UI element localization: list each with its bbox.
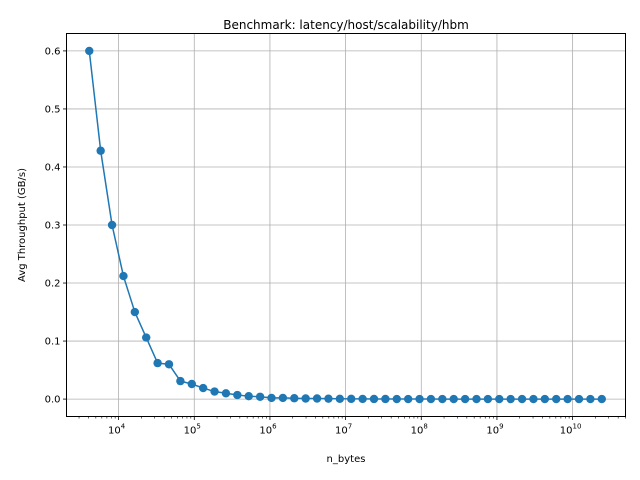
data-point: [176, 376, 185, 386]
y-axis-title: Avg Throughput (GB/s): [17, 168, 28, 282]
data-point: [198, 383, 208, 393]
data-point: [563, 394, 572, 404]
data-point: [221, 389, 231, 398]
y-tick-label: 0.3: [45, 221, 61, 232]
data-point: [460, 394, 470, 404]
y-tick-label: 0.4: [45, 162, 61, 173]
data-point: [96, 146, 105, 155]
x-tick-label: 107: [335, 423, 352, 437]
y-tick-label: 0.5: [45, 104, 61, 115]
data-point: [597, 394, 606, 404]
data-point: [381, 394, 390, 404]
x-tick-label: 109: [486, 423, 503, 437]
data-point: [85, 46, 94, 56]
data-point: [415, 394, 424, 404]
data-point: [472, 394, 481, 404]
data-point: [392, 394, 401, 404]
data-point: [529, 394, 538, 404]
data-point: [324, 394, 333, 403]
data-point: [153, 358, 162, 368]
data-point: [358, 394, 367, 404]
data-point: [347, 394, 356, 404]
data-point: [574, 394, 584, 404]
data-point: [438, 394, 447, 404]
x-tick-label: 1010: [560, 423, 582, 437]
y-tick-label: 0.2: [45, 279, 61, 290]
data-point: [301, 394, 310, 403]
data-point: [483, 394, 493, 404]
data-point: [187, 379, 196, 389]
tick-layer: 0.0 0.1 0.2 0.3 0.4 0.5 0.6 104 105 106 107 108 109 1…: [45, 46, 626, 437]
data-point: [278, 393, 288, 403]
data-point: [586, 394, 595, 404]
data-point: [107, 220, 117, 230]
data-point: [255, 392, 265, 401]
y-tick-label: 0.1: [45, 337, 61, 348]
y-tick-label: 0.6: [45, 46, 61, 57]
data-point: [142, 333, 151, 342]
data-point: [290, 394, 299, 403]
grid-layer: [66, 33, 626, 417]
y-tick-label: 0.0: [45, 395, 61, 406]
data-point: [119, 271, 128, 281]
data-point: [210, 387, 219, 396]
data-point: [506, 394, 515, 404]
data-point: [130, 307, 140, 317]
data-point: [244, 391, 253, 401]
data-point: [552, 394, 561, 404]
data-point: [426, 394, 436, 404]
x-tick-label: 106: [259, 423, 277, 437]
data-point: [369, 394, 379, 404]
data-point: [267, 393, 276, 403]
series-layer: [85, 46, 606, 404]
data-point: [312, 394, 322, 403]
data-point: [233, 390, 242, 400]
series-line: [88, 50, 602, 400]
data-point: [495, 394, 504, 404]
x-axis-title: n_bytes: [327, 454, 366, 465]
x-tick-label: 104: [108, 423, 126, 437]
data-point: [164, 360, 174, 369]
data-point: [517, 394, 527, 404]
x-tick-label: 105: [184, 423, 201, 437]
data-point: [335, 394, 345, 404]
data-point: [449, 394, 458, 404]
chart-title: Benchmark: latency/host/scalability/hbm: [223, 18, 469, 32]
data-point: [540, 394, 550, 404]
x-tick-label: 108: [411, 423, 428, 437]
data-point: [403, 394, 413, 404]
